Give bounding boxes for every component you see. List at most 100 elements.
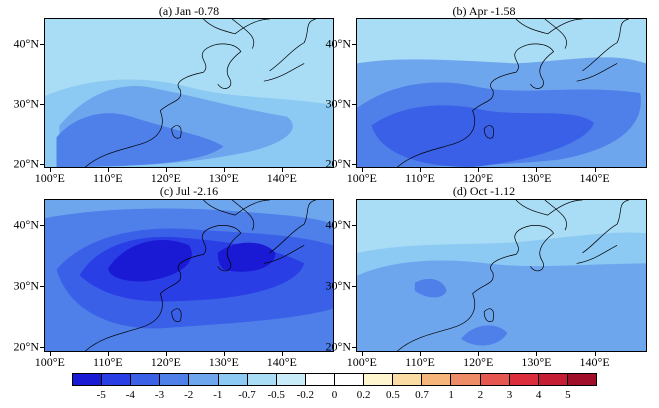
lon-tick — [420, 352, 422, 356]
coastline — [264, 19, 316, 81]
lon-label: 120°E — [150, 355, 181, 369]
lat-label: 30°N — [325, 278, 351, 293]
coastline — [85, 49, 206, 167]
colorbar-label: 0.7 — [415, 389, 429, 401]
colorbar-swatch — [480, 374, 510, 385]
lat-tick — [352, 103, 356, 105]
lat-label: 20°N — [13, 339, 39, 354]
coastline — [516, 19, 582, 34]
coastline — [172, 126, 181, 139]
colorbar-label: 0.2 — [356, 389, 371, 401]
lat-tick — [40, 225, 44, 226]
colorbar-swatch — [189, 374, 219, 385]
lat-label: 40°N — [325, 217, 351, 232]
lon-tick — [361, 352, 363, 356]
coastline — [264, 200, 316, 263]
lon-tick — [281, 168, 283, 172]
lon-tick — [594, 168, 596, 172]
lon-label: 140°E — [579, 355, 610, 369]
lon-label: 100°E — [346, 171, 377, 185]
contour-level--2 — [414, 278, 508, 346]
coastline — [203, 200, 269, 215]
colorbar-label: 3 — [506, 389, 513, 401]
lon-tick — [165, 168, 167, 172]
lon-label: 110°E — [405, 171, 435, 185]
lon-label: 130°E — [208, 355, 239, 369]
lat-tick — [40, 286, 44, 288]
lon-label: 140°E — [579, 171, 610, 185]
lat-tick — [352, 163, 356, 165]
lon-tick — [478, 168, 480, 172]
lon-tick — [49, 168, 51, 172]
lon-label: 140°E — [266, 355, 297, 369]
lat-label: 20°N — [325, 156, 351, 170]
lat-label: 30°N — [13, 96, 39, 110]
coastline — [484, 309, 493, 322]
lon-label: 130°E — [521, 171, 552, 185]
lon-label: 110°E — [92, 355, 123, 369]
contour-level--2 — [56, 113, 224, 167]
lon-label: 100°E — [34, 355, 65, 369]
lon-tick — [107, 168, 109, 172]
lat-label: 30°N — [13, 278, 39, 293]
map-apr — [356, 18, 647, 168]
lon-tick — [49, 352, 51, 356]
lon-tick — [165, 352, 167, 356]
colorbar-label: 5 — [565, 389, 571, 401]
lat-label: 40°N — [13, 36, 39, 50]
colorbar-swatch — [364, 374, 394, 385]
lat-tick — [352, 225, 356, 226]
map-jan — [44, 18, 334, 168]
lat-tick — [352, 286, 356, 288]
coastline — [85, 230, 206, 351]
lon-tick — [361, 168, 363, 172]
lon-tick — [478, 352, 480, 356]
colorbar-swatch — [160, 374, 190, 385]
colorbar-label: 0 — [331, 389, 338, 401]
colorbar-label: 2 — [477, 389, 484, 401]
colorbar-label: -0.7 — [238, 389, 256, 401]
lon-tick — [223, 168, 225, 172]
coastline — [545, 19, 567, 49]
lat-label: 20°N — [325, 339, 351, 354]
colorbar-label: 1 — [448, 389, 454, 401]
lat-tick — [40, 103, 44, 105]
map-jul — [44, 199, 334, 352]
lon-label: 120°E — [463, 171, 494, 185]
coastline — [232, 200, 254, 230]
contour-map — [357, 19, 646, 167]
colorbar-swatch — [276, 374, 306, 385]
lat-tick — [352, 43, 356, 45]
contour-level--5 — [108, 240, 276, 282]
contour-map — [45, 200, 333, 351]
colorbar-swatch — [102, 374, 132, 385]
lon-label: 120°E — [463, 355, 494, 369]
coastline — [519, 225, 554, 271]
lat-tick — [352, 347, 356, 349]
colorbar-swatch — [218, 374, 248, 385]
colorbar-swatch — [538, 374, 568, 385]
panel-title: (d) Oct -1.12 — [452, 184, 516, 198]
contour-map — [357, 200, 646, 351]
coastline — [397, 230, 518, 351]
coastline — [232, 19, 254, 49]
lon-tick — [107, 352, 109, 356]
lat-label: 30°N — [325, 96, 351, 110]
lat-label: 40°N — [325, 36, 351, 50]
colorbar-label: -4 — [125, 389, 135, 401]
lon-label: 110°E — [405, 355, 435, 369]
colorbar-label: -1 — [213, 389, 223, 401]
coastline — [484, 126, 493, 139]
lon-tick — [281, 352, 283, 356]
colorbar-label: -0.5 — [267, 389, 285, 401]
colorbar — [72, 373, 597, 386]
colorbar-swatch — [131, 374, 161, 385]
map-oct — [356, 199, 647, 352]
lon-label: 130°E — [208, 171, 239, 185]
lat-label: 20°N — [13, 156, 39, 170]
colorbar-swatch — [247, 374, 277, 385]
coastline — [397, 49, 518, 167]
colorbar-swatch — [422, 374, 452, 385]
coastline — [206, 225, 241, 271]
coastline — [172, 309, 181, 322]
